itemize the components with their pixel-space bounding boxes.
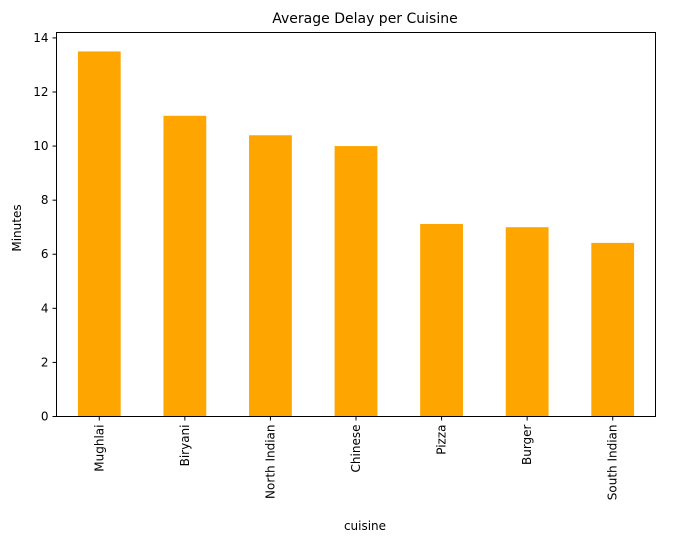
y-tick-label: 4 (41, 301, 49, 315)
y-tick-label: 10 (33, 139, 48, 153)
y-tick-label: 14 (33, 31, 48, 45)
x-tick-label: Burger (520, 424, 534, 465)
y-axis-label: Minutes (10, 204, 24, 251)
bars-layer (77, 51, 635, 417)
bar-north-indian (249, 135, 292, 417)
bar-biryani (163, 115, 207, 417)
bar-south-indian (591, 242, 635, 417)
x-tick-label: Pizza (435, 425, 449, 455)
x-tick-label: Biryani (178, 425, 192, 467)
y-axis-ticks: 0 2 4 6 8 10 12 14 (33, 31, 57, 424)
x-axis-label: cuisine (344, 519, 386, 533)
x-tick-label: Chinese (349, 425, 363, 473)
y-tick-label: 12 (33, 85, 48, 99)
y-tick-label: 6 (41, 247, 49, 261)
x-tick-label: Mughlai (92, 425, 106, 472)
x-axis-ticks: Mughlai Biryani North Indian Chinese Pizza Bu… (92, 416, 620, 501)
chart-title: Average Delay per Cuisine (272, 11, 457, 27)
bar-burger (505, 227, 549, 417)
y-tick-label: 0 (41, 410, 49, 424)
bar-chinese (334, 146, 378, 417)
bar-pizza (420, 223, 463, 417)
bar-mughlai (77, 51, 121, 417)
x-tick-label: North Indian (263, 425, 277, 499)
x-tick-label: South Indian (606, 425, 620, 501)
y-tick-label: 8 (41, 193, 49, 207)
plot-frame (56, 32, 656, 417)
y-tick-label: 2 (41, 355, 49, 369)
